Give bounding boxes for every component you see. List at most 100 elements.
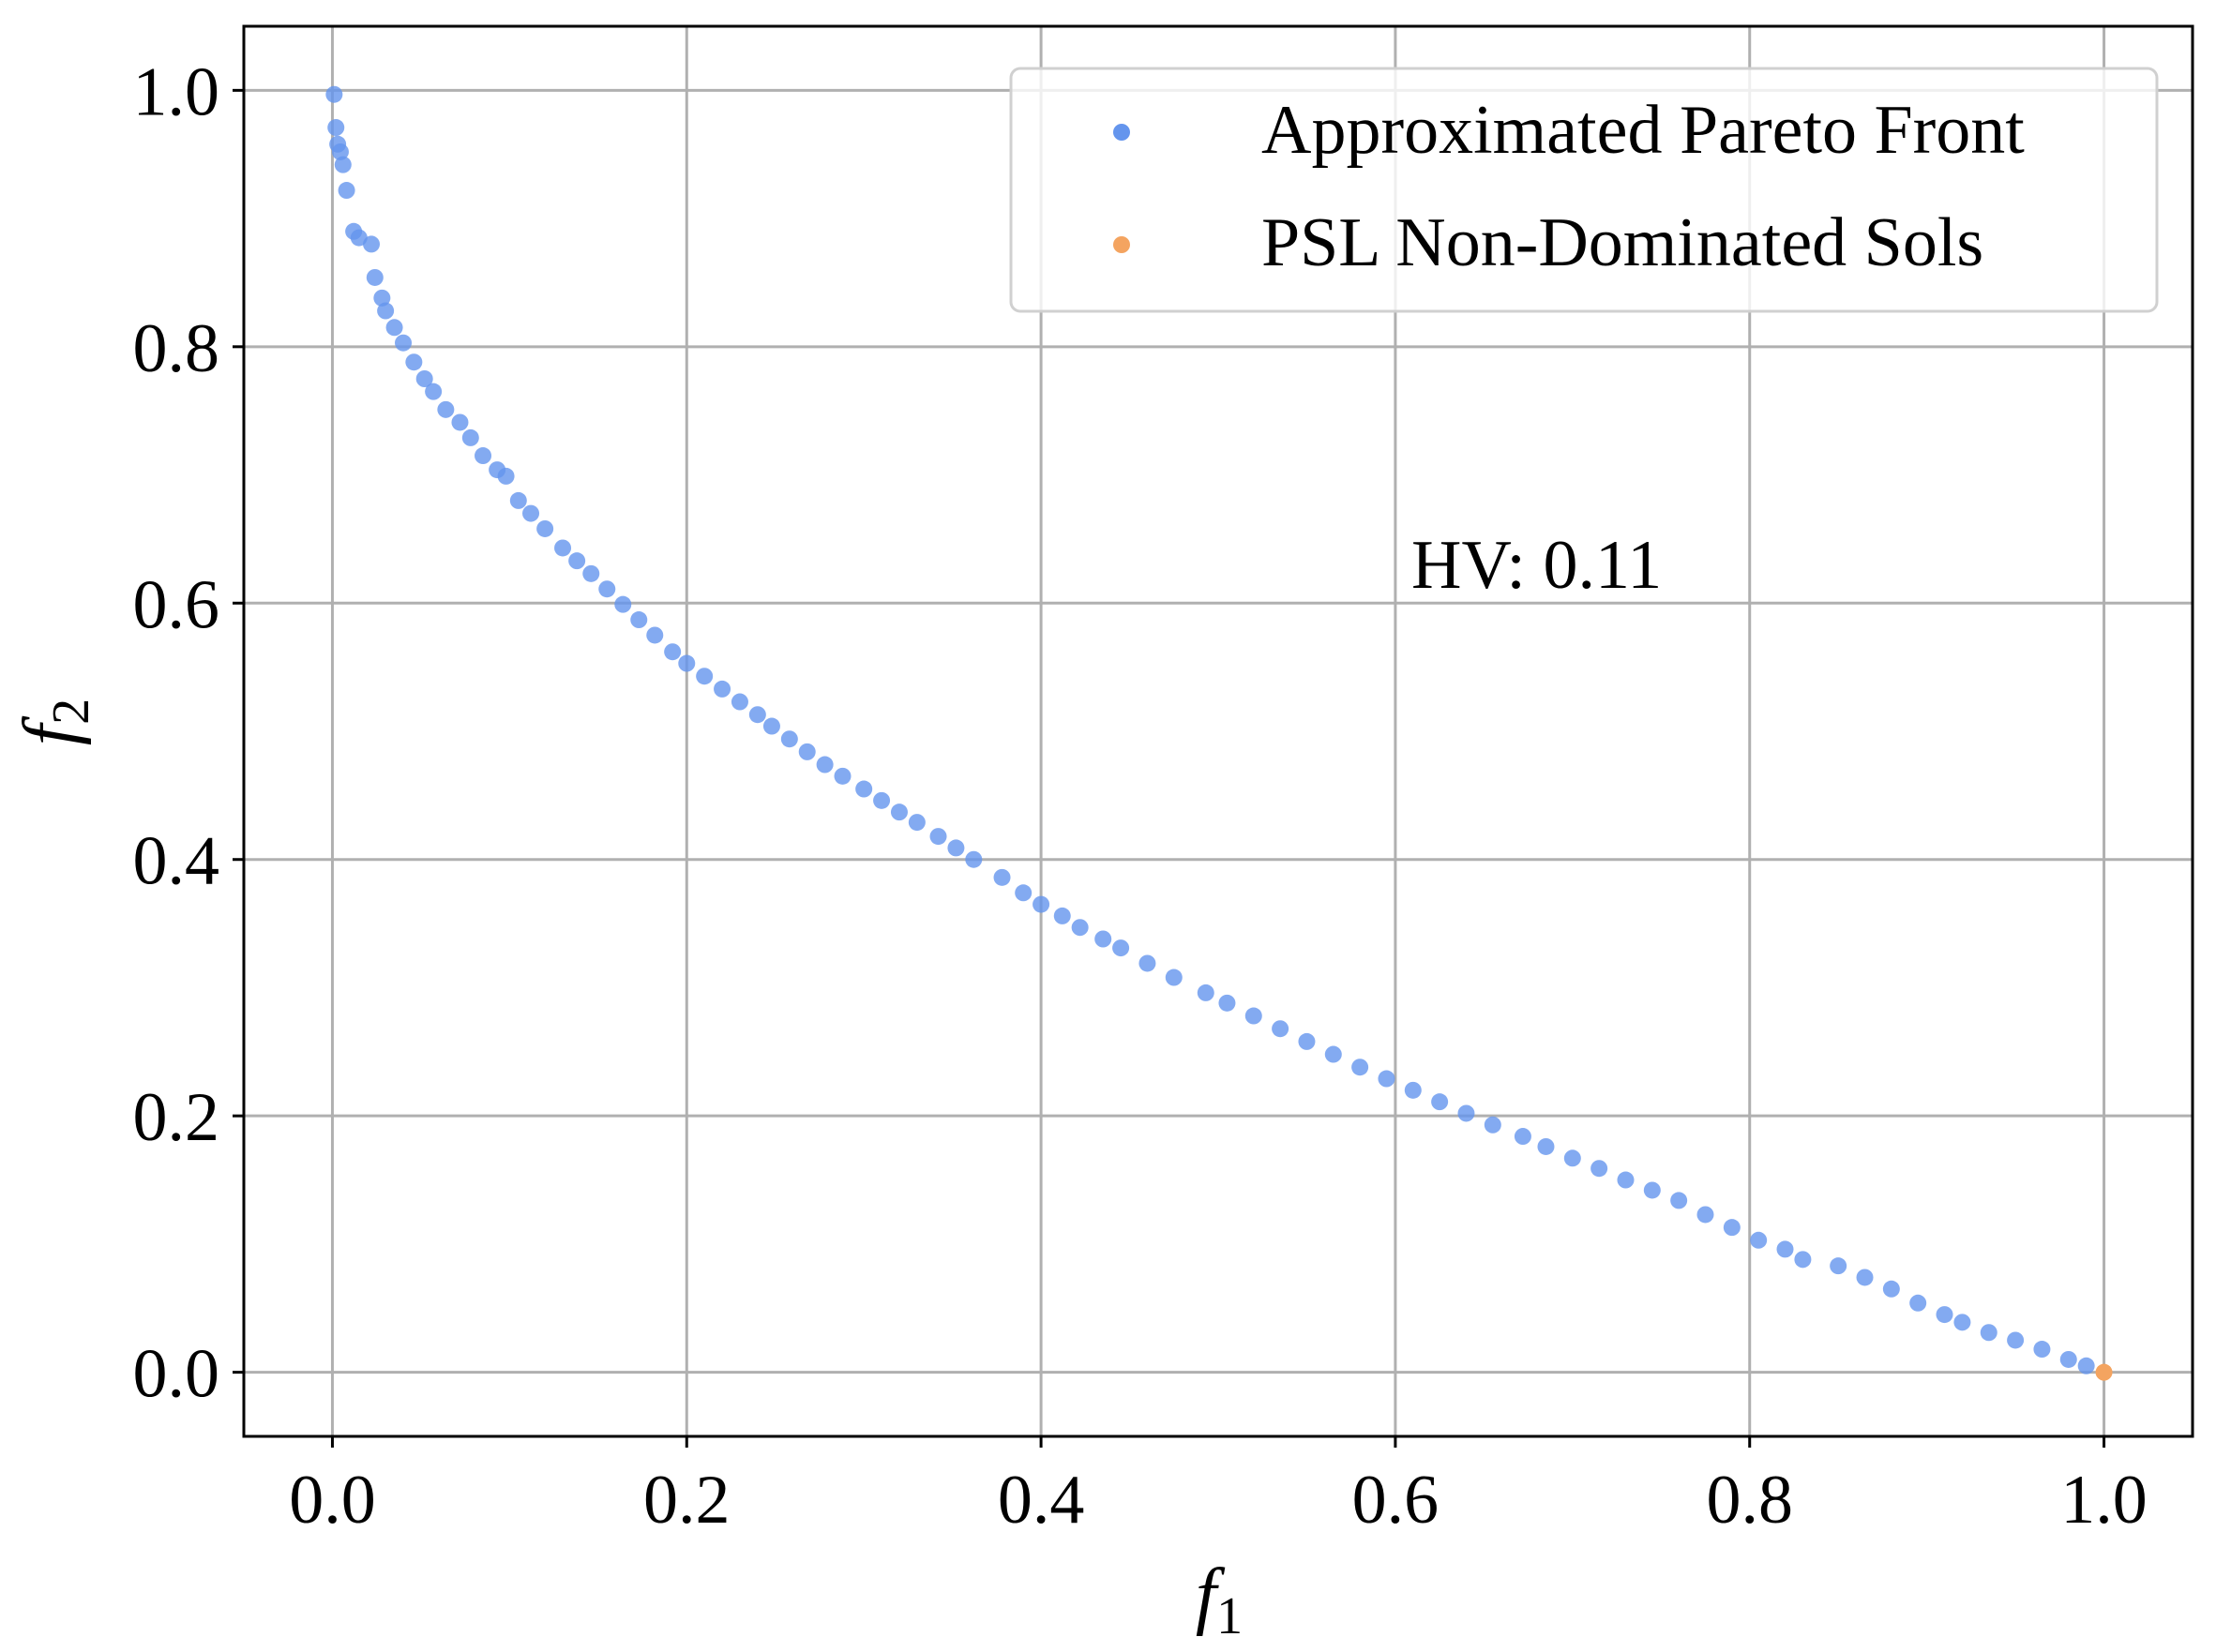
pareto-front-point xyxy=(395,334,413,352)
pareto-front-point xyxy=(630,611,648,629)
pareto-front-point xyxy=(855,780,873,798)
pareto-front-point xyxy=(1696,1206,1714,1224)
pareto-front-point xyxy=(2059,1350,2077,1368)
pareto-front-point xyxy=(1015,884,1033,902)
y-tick-label: 0.6 xyxy=(133,566,220,643)
pareto-front-point xyxy=(1112,939,1130,957)
pareto-front-point xyxy=(1723,1219,1741,1237)
pareto-front-point xyxy=(554,539,572,557)
pareto-front-point xyxy=(646,626,664,644)
pareto-front-point xyxy=(522,504,540,522)
pareto-front-point xyxy=(1033,895,1050,913)
pareto-front-point xyxy=(568,552,586,570)
pareto-front-point xyxy=(1750,1231,1768,1249)
pareto-front-point xyxy=(1563,1149,1581,1167)
hv-annotation: HV: 0.11 xyxy=(1411,527,1662,604)
pareto-front-point xyxy=(582,564,600,582)
pareto-front-point xyxy=(929,828,947,846)
pareto-front-point xyxy=(1953,1314,1971,1331)
pareto-front-point xyxy=(1980,1324,1997,1342)
pareto-front-point xyxy=(350,229,368,247)
pareto-front-point xyxy=(993,868,1011,886)
pareto-front-point xyxy=(475,447,492,465)
pareto-front-point xyxy=(373,289,391,307)
pareto-front-point xyxy=(1094,930,1112,948)
series-1 xyxy=(2095,1363,2113,1381)
pareto-front-point xyxy=(331,143,349,160)
pareto-front-point xyxy=(1165,969,1183,986)
x-tick-label: 0.4 xyxy=(998,1462,1085,1539)
pareto-front-point xyxy=(1378,1070,1395,1088)
pareto-front-point xyxy=(696,668,714,685)
pareto-front-point xyxy=(1298,1032,1316,1050)
pareto-front-point xyxy=(1909,1294,1927,1312)
pareto-front-point xyxy=(1643,1181,1661,1199)
pareto-front-point xyxy=(1856,1269,1874,1286)
x-tick-label: 0.0 xyxy=(289,1462,376,1539)
pareto-front-point xyxy=(1324,1045,1342,1063)
pareto-front-point xyxy=(451,413,469,431)
pareto-front-point xyxy=(327,119,345,137)
x-tick-label: 0.6 xyxy=(1352,1462,1440,1539)
y-tick-labels: 0.0 0.2 0.4 0.6 0.8 1.0 xyxy=(133,53,244,1413)
pareto-front-point xyxy=(780,730,798,748)
pareto-front-point xyxy=(908,814,926,832)
pareto-front-point xyxy=(762,717,780,735)
pareto-front-point xyxy=(415,370,433,387)
pareto-front-point xyxy=(509,491,527,509)
pareto-front-point xyxy=(798,743,816,760)
y-tick-label: 1.0 xyxy=(133,53,220,130)
pareto-front-point xyxy=(1794,1251,1812,1269)
pareto-front-point xyxy=(873,791,891,809)
pareto-front-point xyxy=(731,693,748,711)
pareto-front-point xyxy=(366,268,384,286)
pareto-front-point xyxy=(816,756,834,773)
x-tick-label: 0.2 xyxy=(643,1462,731,1539)
pareto-front-point xyxy=(1272,1020,1289,1038)
pareto-front-point xyxy=(2033,1341,2051,1359)
pareto-front-point xyxy=(664,643,682,661)
legend-label-pareto-front: Approximated Pareto Front xyxy=(1261,92,2025,169)
y-tick-label: 0.2 xyxy=(133,1079,220,1156)
pareto-front-point xyxy=(385,319,403,337)
pareto-front-point xyxy=(325,85,343,103)
pareto-front-point xyxy=(1351,1059,1369,1076)
pareto-front-point xyxy=(965,850,983,868)
pareto-front-point xyxy=(890,803,908,821)
pareto-front-point xyxy=(497,467,515,485)
pareto-front-point xyxy=(536,519,554,537)
pareto-front-point xyxy=(437,400,455,418)
y-tick-label: 0.0 xyxy=(133,1336,220,1413)
pareto-front-point xyxy=(2007,1331,2025,1349)
pareto-front-point xyxy=(363,235,381,253)
pareto-front-point xyxy=(425,383,443,400)
pareto-front-point xyxy=(614,595,632,613)
y-tick-label: 0.4 xyxy=(133,823,220,900)
legend-box xyxy=(1009,67,2159,313)
pareto-front-point xyxy=(1617,1171,1635,1189)
legend: Approximated Pareto Front PSL Non-Domina… xyxy=(1009,67,2159,313)
pareto-front-point xyxy=(1670,1192,1688,1209)
pareto-front-point xyxy=(748,706,766,724)
pareto-front-point xyxy=(1197,984,1214,1001)
x-tick-label: 0.8 xyxy=(1706,1462,1793,1539)
x-tick-label: 1.0 xyxy=(2060,1462,2148,1539)
pareto-front-point xyxy=(1053,907,1071,924)
pareto-front-point xyxy=(377,302,395,320)
pareto-front-point xyxy=(714,680,731,698)
pareto-front-point xyxy=(1936,1306,1953,1324)
pareto-front-point xyxy=(1514,1128,1531,1146)
legend-label-psl-solutions: PSL Non-Dominated Sols xyxy=(1261,204,1983,281)
legend-marker-pareto-front xyxy=(1113,124,1130,141)
series-0 xyxy=(325,85,2095,1374)
pareto-front-point xyxy=(1590,1160,1608,1178)
y-tick-label: 0.8 xyxy=(133,310,220,387)
pareto-front-point xyxy=(1776,1240,1794,1258)
pareto-front-point xyxy=(461,428,479,446)
pareto-front-point xyxy=(1431,1093,1449,1111)
pareto-front-point xyxy=(405,353,423,371)
pareto-front-point xyxy=(2077,1357,2095,1374)
pareto-front-point xyxy=(678,654,696,672)
pareto-front-point xyxy=(1882,1280,1900,1298)
pareto-front-point xyxy=(1244,1007,1262,1025)
